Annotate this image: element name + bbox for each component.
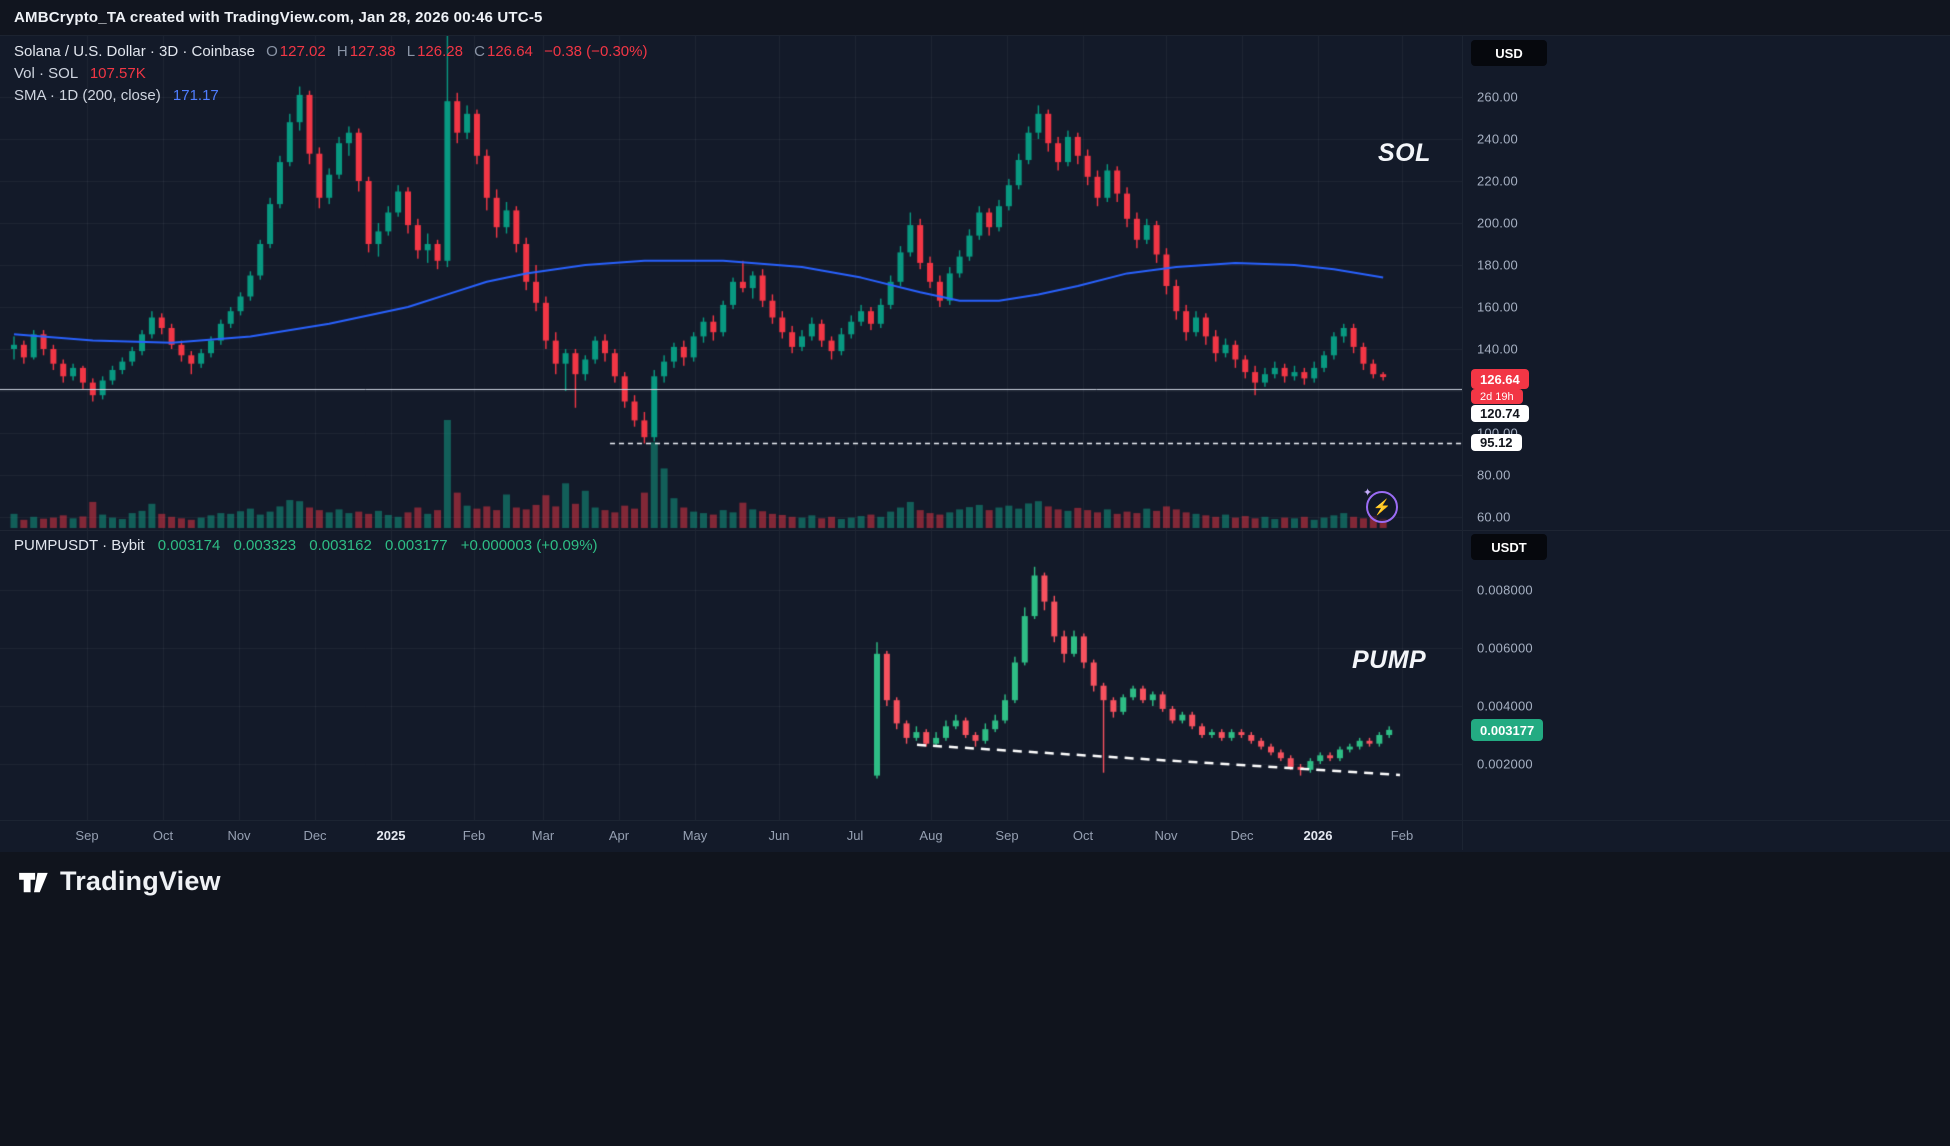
high-value: 127.38 — [349, 43, 396, 60]
pump-price-tick: 0.006000 — [1477, 640, 1533, 656]
pump-price-tick: 0.008000 — [1477, 582, 1533, 598]
time-axis-label: May — [682, 828, 708, 843]
pump-currency-badge: USDT — [1471, 534, 1547, 560]
time-axis-label: 2026 — [1303, 828, 1333, 843]
pump-price-tick: 0.002000 — [1477, 756, 1533, 772]
pump-low-value: 0.003162 — [309, 537, 372, 554]
pump-price-tick: 0.004000 — [1477, 698, 1533, 714]
close-value: 126.64 — [487, 43, 533, 60]
time-axis-label: Feb — [1390, 828, 1414, 843]
time-axis-label: Apr — [608, 828, 630, 843]
time-axis-label: Oct — [1072, 828, 1094, 843]
pump-open-value: 0.003174 — [157, 537, 221, 554]
footer: TradingView — [0, 852, 1950, 1146]
low-value: 126.28 — [417, 43, 463, 60]
time-axis-label: Sep — [995, 828, 1019, 843]
tradingview-wordmark: TradingView — [60, 866, 221, 896]
pump-watermark: PUMP — [1352, 646, 1427, 674]
sol-currency-badge: USD — [1471, 40, 1547, 66]
sol-price-tick: 80.00 — [1477, 467, 1511, 483]
pump-close-value: 0.003177 — [385, 537, 448, 554]
sma-value: 171.17 — [172, 87, 219, 104]
time-axis-label: Nov — [1154, 828, 1178, 843]
sol-symbol-title: Solana / U.S. Dollar · 3D · Coinbase — [14, 43, 255, 60]
sol-price-tick: 200.00 — [1477, 215, 1518, 231]
sol-volume-row: Vol · SOL 107.57K — [14, 65, 647, 82]
time-axis-label: Dec — [1230, 828, 1254, 843]
tradingview-logo[interactable]: TradingView — [18, 866, 221, 897]
pump-symbol-title: PUMPUSDT · Bybit — [14, 537, 145, 554]
pane-separator — [0, 530, 1950, 531]
low-label: L — [406, 43, 416, 60]
volume-value: 107.57K — [89, 65, 146, 82]
sol-price-tick: 160.00 — [1477, 299, 1518, 315]
sma-label: SMA · 1D (200, close) — [14, 87, 161, 104]
sol-level-badge: 120.74 — [1471, 405, 1529, 422]
time-axis-label: Sep — [75, 828, 99, 843]
open-value: 127.02 — [279, 43, 326, 60]
time-axis-label: Jul — [846, 828, 864, 843]
high-label: H — [336, 43, 348, 60]
sol-price-tick: 140.00 — [1477, 341, 1518, 357]
sol-watermark: SOL — [1378, 139, 1431, 167]
time-axis-label: Dec — [303, 828, 327, 843]
price-axis[interactable]: 260.00 240.00 220.00 200.00 180.00 160.00 140.… — [1462, 36, 1950, 850]
time-axis-label: Feb — [462, 828, 486, 843]
pump-last-price-badge: 0.003177 — [1471, 719, 1544, 741]
close-label: C — [474, 43, 485, 60]
time-axis-label: Mar — [531, 828, 555, 843]
sol-price-tick: 240.00 — [1477, 131, 1518, 147]
sol-price-tick: 220.00 — [1477, 173, 1518, 189]
sol-chart-canvas[interactable] — [0, 36, 1462, 530]
pump-high-value: 0.003323 — [233, 537, 297, 554]
boost-flash-icon[interactable]: ⚡ ✦ — [1363, 487, 1398, 523]
volume-label: Vol · SOL — [14, 65, 78, 82]
sol-legend: Solana / U.S. Dollar · 3D · Coinbase O 12… — [14, 43, 647, 109]
time-axis-label: Oct — [152, 828, 174, 843]
open-label: O — [266, 43, 278, 60]
sparkle-icon: ✦ — [1363, 487, 1373, 499]
sol-countdown-badge: 2d 19h — [1471, 389, 1523, 404]
attribution-text: AMBCrypto_TA created with TradingView.co… — [14, 9, 543, 26]
sol-sma-row: SMA · 1D (200, close) 171.17 — [14, 87, 647, 104]
pump-legend-main-row: PUMPUSDT · Bybit 0.003174 0.003323 0.003… — [14, 537, 598, 554]
change-value: −0.38 (−0.30%) — [544, 43, 648, 60]
sol-last-price-badge: 126.64 — [1471, 369, 1529, 389]
sol-price-tick: 180.00 — [1477, 257, 1518, 273]
sol-legend-main-row: Solana / U.S. Dollar · 3D · Coinbase O 12… — [14, 43, 647, 60]
time-axis-label: Nov — [227, 828, 251, 843]
time-axis-label: Aug — [919, 828, 943, 843]
time-axis-label: Jun — [768, 828, 790, 843]
time-axis[interactable]: Sep Oct Nov Dec 2025 Feb Mar Apr May Jun Jul Aug Sep… — [0, 820, 1950, 853]
attribution-bar: AMBCrypto_TA created with TradingView.co… — [0, 0, 1950, 36]
sol-price-tick: 260.00 — [1477, 89, 1518, 105]
sol-price-tick: 60.00 — [1477, 509, 1511, 525]
pump-change-value: +0.000003 (+0.09%) — [460, 537, 598, 554]
sol-support-badge: 95.12 — [1471, 434, 1522, 451]
lightning-icon: ⚡ — [1372, 499, 1392, 516]
pump-legend: PUMPUSDT · Bybit 0.003174 0.003323 0.003… — [14, 537, 598, 559]
time-axis-label: 2025 — [376, 828, 406, 843]
pump-chart-canvas[interactable] — [0, 530, 1462, 820]
tradingview-logo-icon — [19, 872, 48, 892]
